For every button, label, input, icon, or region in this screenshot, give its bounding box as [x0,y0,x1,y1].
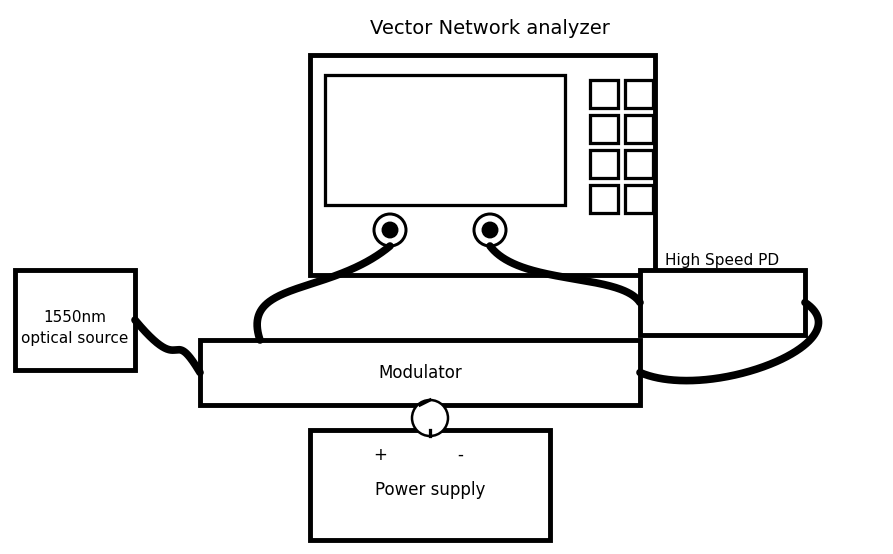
Bar [200,340,640,405]
Circle shape [474,214,506,246]
Circle shape [483,223,497,237]
Bar [625,185,653,213]
Circle shape [383,223,397,237]
Bar [310,55,655,275]
Bar [590,150,618,178]
Bar [625,80,653,108]
Text: Power supply: Power supply [375,481,485,499]
Text: Vector Network analyzer: Vector Network analyzer [370,18,610,38]
Text: -: - [457,446,463,464]
Circle shape [412,400,448,436]
Bar [590,115,618,143]
Bar [625,115,653,143]
Bar [15,270,135,370]
Bar [310,430,550,540]
Text: High Speed PD: High Speed PD [665,253,779,268]
Bar [625,150,653,178]
Text: +: + [373,446,387,464]
Text: Modulator: Modulator [378,364,462,382]
Circle shape [374,214,406,246]
Bar [325,75,565,205]
Bar [590,80,618,108]
Text: 1550nm: 1550nm [44,310,106,326]
Bar [640,270,805,335]
Bar [590,185,618,213]
Text: optical source: optical source [21,331,129,346]
